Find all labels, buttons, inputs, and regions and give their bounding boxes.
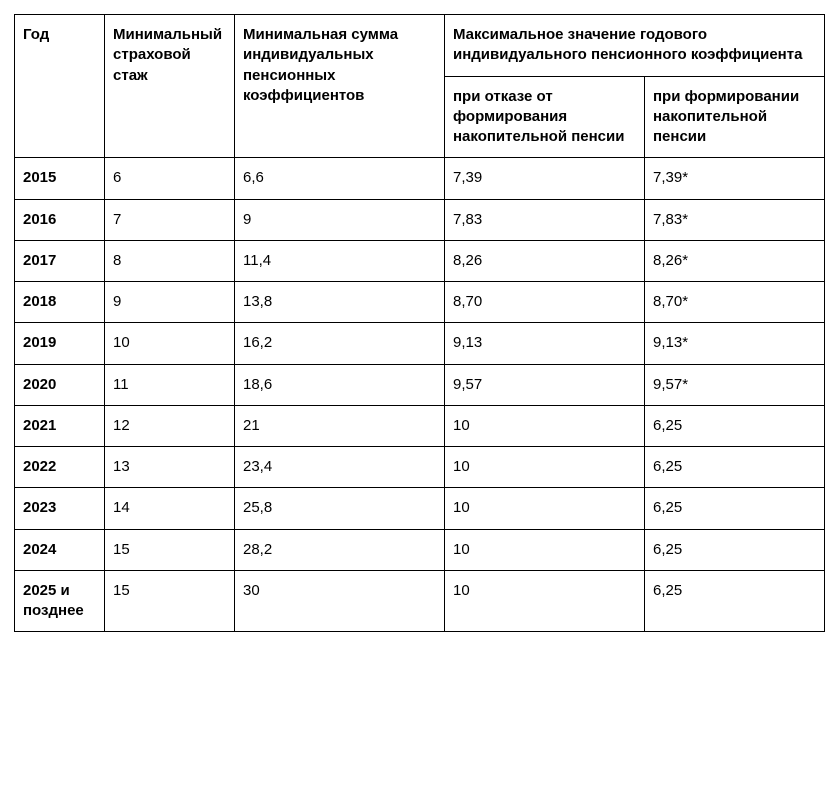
cell-min-sum: 21 [235, 405, 445, 446]
cell-year: 2016 [15, 199, 105, 240]
cell-year: 2025 и позднее [15, 570, 105, 632]
table-row: 2017 8 11,4 8,26 8,26* [15, 240, 825, 281]
cell-min-sum: 6,6 [235, 158, 445, 199]
cell-min-stage: 12 [105, 405, 235, 446]
table-body: 2015 6 6,6 7,39 7,39* 2016 7 9 7,83 7,83… [15, 158, 825, 632]
cell-form: 6,25 [645, 447, 825, 488]
cell-min-stage: 14 [105, 488, 235, 529]
cell-year: 2023 [15, 488, 105, 529]
table-row: 2022 13 23,4 10 6,25 [15, 447, 825, 488]
header-max-value: Максимальное значение годового индивидуа… [445, 15, 825, 77]
header-year: Год [15, 15, 105, 158]
table-row: 2016 7 9 7,83 7,83* [15, 199, 825, 240]
cell-form: 6,25 [645, 529, 825, 570]
cell-refuse: 8,70 [445, 282, 645, 323]
cell-min-stage: 7 [105, 199, 235, 240]
cell-refuse: 10 [445, 405, 645, 446]
cell-refuse: 9,13 [445, 323, 645, 364]
cell-min-stage: 8 [105, 240, 235, 281]
table-row: 2021 12 21 10 6,25 [15, 405, 825, 446]
cell-refuse: 10 [445, 529, 645, 570]
cell-year: 2015 [15, 158, 105, 199]
table-row: 2025 и позднее 15 30 10 6,25 [15, 570, 825, 632]
cell-refuse: 10 [445, 447, 645, 488]
cell-form: 6,25 [645, 405, 825, 446]
cell-min-stage: 11 [105, 364, 235, 405]
cell-year: 2019 [15, 323, 105, 364]
cell-year: 2017 [15, 240, 105, 281]
header-min-sum: Минимальная сумма индивидуальных пенсион… [235, 15, 445, 158]
cell-year: 2020 [15, 364, 105, 405]
cell-min-sum: 13,8 [235, 282, 445, 323]
cell-year: 2021 [15, 405, 105, 446]
header-min-stage: Минимальный страховой стаж [105, 15, 235, 158]
cell-form: 6,25 [645, 488, 825, 529]
cell-form: 9,57* [645, 364, 825, 405]
table-row: 2024 15 28,2 10 6,25 [15, 529, 825, 570]
pension-table: Год Минимальный страховой стаж Минимальн… [14, 14, 825, 632]
cell-min-sum: 18,6 [235, 364, 445, 405]
cell-min-stage: 6 [105, 158, 235, 199]
cell-form: 7,39* [645, 158, 825, 199]
cell-min-sum: 11,4 [235, 240, 445, 281]
cell-form: 8,70* [645, 282, 825, 323]
table-row: 2023 14 25,8 10 6,25 [15, 488, 825, 529]
table-row: 2020 11 18,6 9,57 9,57* [15, 364, 825, 405]
cell-min-sum: 25,8 [235, 488, 445, 529]
cell-refuse: 10 [445, 570, 645, 632]
cell-year: 2022 [15, 447, 105, 488]
cell-form: 6,25 [645, 570, 825, 632]
cell-min-sum: 9 [235, 199, 445, 240]
cell-min-stage: 15 [105, 570, 235, 632]
cell-refuse: 8,26 [445, 240, 645, 281]
cell-refuse: 10 [445, 488, 645, 529]
cell-year: 2018 [15, 282, 105, 323]
cell-form: 8,26* [645, 240, 825, 281]
cell-min-sum: 23,4 [235, 447, 445, 488]
header-row-1: Год Минимальный страховой стаж Минимальн… [15, 15, 825, 77]
header-sub-form: при формировании накопительной пенсии [645, 76, 825, 158]
cell-min-stage: 13 [105, 447, 235, 488]
cell-min-sum: 16,2 [235, 323, 445, 364]
cell-year: 2024 [15, 529, 105, 570]
cell-min-stage: 9 [105, 282, 235, 323]
table-row: 2015 6 6,6 7,39 7,39* [15, 158, 825, 199]
cell-refuse: 7,39 [445, 158, 645, 199]
table-row: 2018 9 13,8 8,70 8,70* [15, 282, 825, 323]
cell-min-sum: 28,2 [235, 529, 445, 570]
cell-refuse: 7,83 [445, 199, 645, 240]
cell-min-sum: 30 [235, 570, 445, 632]
header-sub-refuse: при отказе от формирования накопительной… [445, 76, 645, 158]
cell-min-stage: 15 [105, 529, 235, 570]
cell-refuse: 9,57 [445, 364, 645, 405]
table-row: 2019 10 16,2 9,13 9,13* [15, 323, 825, 364]
cell-min-stage: 10 [105, 323, 235, 364]
cell-form: 9,13* [645, 323, 825, 364]
cell-form: 7,83* [645, 199, 825, 240]
